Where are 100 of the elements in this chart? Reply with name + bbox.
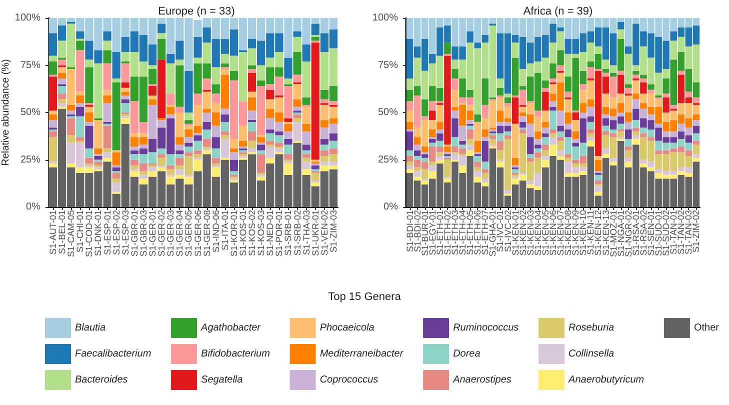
bar <box>220 138 229 158</box>
bar <box>406 162 414 166</box>
bar <box>512 42 519 58</box>
bar <box>550 101 556 107</box>
bar <box>76 103 84 107</box>
bar <box>139 174 148 179</box>
bar <box>202 78 211 90</box>
x-tick-label: S1-IVC-01 <box>495 210 506 252</box>
bar <box>466 150 474 156</box>
bar <box>564 112 572 124</box>
bar <box>632 94 640 100</box>
x-tick-label: S1-BDI-01 <box>404 210 415 252</box>
bar <box>474 42 482 48</box>
bar <box>617 29 624 39</box>
bar <box>406 150 414 156</box>
bar <box>482 35 489 43</box>
x-tick-label: S1-POR-01 <box>274 210 284 257</box>
x-tick-label: S1-KEN-13 <box>600 210 611 256</box>
bar <box>685 92 692 98</box>
bar <box>572 138 580 143</box>
bar <box>94 156 102 160</box>
x-tick-label: S1-ITA-01 <box>220 210 230 250</box>
bar <box>466 138 474 145</box>
bar <box>103 31 112 41</box>
bar <box>594 186 602 192</box>
bar <box>632 128 640 132</box>
bar <box>534 148 542 152</box>
x-tick-label: S1-GER-04 <box>174 210 185 257</box>
chart-title: Europe (n = 33) <box>158 6 235 18</box>
bar <box>602 154 610 158</box>
bar <box>421 146 428 152</box>
bar <box>248 97 256 111</box>
bar <box>148 95 157 100</box>
bar <box>293 122 302 141</box>
bar <box>220 122 229 132</box>
y-tick-label: 25% <box>20 154 41 166</box>
x-tick-label: S1-GBR-01 <box>129 210 140 257</box>
bar <box>103 148 112 152</box>
bar <box>580 84 587 90</box>
bar <box>692 97 700 104</box>
bar <box>459 140 466 145</box>
x-tick-label: S1-TAN-03 <box>684 210 694 254</box>
legend-label: Collinsella <box>568 348 615 360</box>
bar <box>220 69 229 75</box>
x-tick-label: S1-KOS-01 <box>238 210 248 256</box>
bar <box>112 172 120 179</box>
bar <box>466 126 474 130</box>
bar <box>284 138 292 145</box>
bar <box>452 78 458 90</box>
x-tick-label: S1-SUD-01 <box>654 210 664 256</box>
bar <box>176 65 184 107</box>
bar <box>67 104 76 111</box>
bar <box>692 133 700 141</box>
bar <box>257 144 266 150</box>
bar <box>466 31 474 43</box>
bar <box>248 92 256 98</box>
bar <box>176 106 184 112</box>
bar <box>632 135 640 139</box>
x-tick-label: S1-SEN-01 <box>646 210 656 256</box>
bar <box>158 167 166 172</box>
legend-label: Blautia <box>75 322 106 334</box>
bar <box>564 99 572 112</box>
x-tick-label: S1-RSA-01 <box>630 210 641 256</box>
bar <box>284 58 292 78</box>
bar <box>230 148 238 152</box>
bar <box>202 138 211 147</box>
x-tick-label: S1-KEN-04 <box>532 210 543 256</box>
x-tick-label: S1-NED-01 <box>265 210 276 256</box>
bar <box>640 133 647 138</box>
bar <box>557 150 564 156</box>
bar <box>103 90 112 96</box>
bar <box>452 69 458 78</box>
bar <box>557 140 564 150</box>
bar <box>550 110 556 130</box>
x-tick-label: S1-ETH-02 <box>442 210 452 256</box>
bar <box>670 104 678 109</box>
x-tick-label: S1-ETH-03 <box>450 210 460 256</box>
bar <box>624 146 632 150</box>
bar <box>564 154 572 158</box>
bar <box>302 44 310 62</box>
bar <box>587 140 594 147</box>
legend-label: Anaerobutyricum <box>568 374 644 386</box>
bar <box>489 135 496 139</box>
bar <box>534 131 542 139</box>
bar <box>194 135 202 141</box>
x-tick-label: S1-TAN-01 <box>668 210 679 254</box>
bar <box>166 165 175 170</box>
bar <box>302 154 310 158</box>
x-tick-label: S1-ZIM-03 <box>328 210 338 253</box>
bar <box>452 110 458 118</box>
bar <box>248 110 256 120</box>
x-tick-label: S1-GHA-01 <box>488 210 498 257</box>
bar <box>550 130 556 134</box>
x-tick-label: S1-IND-06 <box>210 210 221 253</box>
x-tick-label: S1-KOR-01 <box>228 210 239 257</box>
bar <box>257 154 266 173</box>
bar <box>58 60 66 66</box>
legend-label: Mediterraneibacter <box>320 348 404 360</box>
x-tick-label: S1-SRB-02 <box>292 210 302 256</box>
bar <box>67 110 76 114</box>
